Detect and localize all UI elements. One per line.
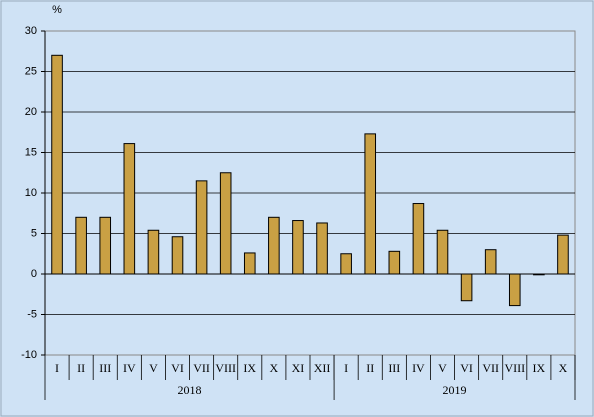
- x-tick-label: III: [99, 361, 111, 375]
- x-tick-label: IX: [243, 361, 256, 375]
- y-tick-label: 0: [31, 268, 37, 280]
- bar: [557, 234, 569, 275]
- bar: [508, 273, 521, 307]
- y-tick-label: 25: [25, 65, 37, 77]
- x-tick-label: IV: [123, 361, 136, 375]
- x-tick-label: II: [77, 361, 85, 375]
- bar: [219, 172, 232, 275]
- y-tick-label: 15: [25, 146, 37, 158]
- y-tick-label: 5: [31, 227, 37, 239]
- x-tick-label: II: [366, 361, 374, 375]
- bar: [292, 220, 304, 275]
- x-tick-label: XI: [292, 361, 305, 375]
- x-tick-label: IV: [412, 361, 425, 375]
- bar: [316, 222, 328, 275]
- bar: [51, 54, 63, 275]
- x-tick-label: VII: [193, 361, 210, 375]
- bar: [147, 229, 160, 275]
- x-tick-label: I: [344, 361, 348, 375]
- x-tick-label: V: [149, 361, 158, 375]
- bar: [243, 252, 256, 275]
- bar: [364, 133, 377, 275]
- bar: [412, 203, 425, 275]
- bar: [268, 216, 280, 275]
- group-label: 2019: [443, 383, 467, 397]
- bar: [460, 273, 473, 302]
- x-tick-label: III: [388, 361, 400, 375]
- bar: [436, 229, 449, 275]
- x-tick-label: I: [55, 361, 59, 375]
- x-tick-label: X: [270, 361, 279, 375]
- y-tick-label: -10: [21, 349, 37, 361]
- bar: [195, 180, 208, 275]
- x-tick-label: V: [438, 361, 447, 375]
- y-tick-label: -5: [27, 308, 37, 320]
- x-tick-label: X: [559, 361, 568, 375]
- x-tick-label: VIII: [504, 361, 525, 375]
- group-label: 2018: [178, 383, 202, 397]
- x-tick-label: IX: [533, 361, 546, 375]
- bar: [123, 143, 136, 275]
- bar: [340, 253, 352, 275]
- x-tick-label: XII: [314, 361, 331, 375]
- x-tick-label: VI: [460, 361, 473, 375]
- bar: [484, 249, 497, 275]
- x-tick-label: VI: [171, 361, 184, 375]
- bar: [99, 216, 112, 275]
- y-tick-label: 20: [25, 106, 37, 118]
- y-tick-label: 30: [25, 25, 37, 37]
- x-tick-label: VIII: [215, 361, 236, 375]
- y-axis-label: %: [52, 4, 62, 16]
- y-tick-label: 10: [25, 187, 37, 199]
- bar: [388, 250, 401, 275]
- bar: [75, 216, 87, 275]
- bar: [171, 236, 184, 275]
- x-tick-label: VII: [482, 361, 499, 375]
